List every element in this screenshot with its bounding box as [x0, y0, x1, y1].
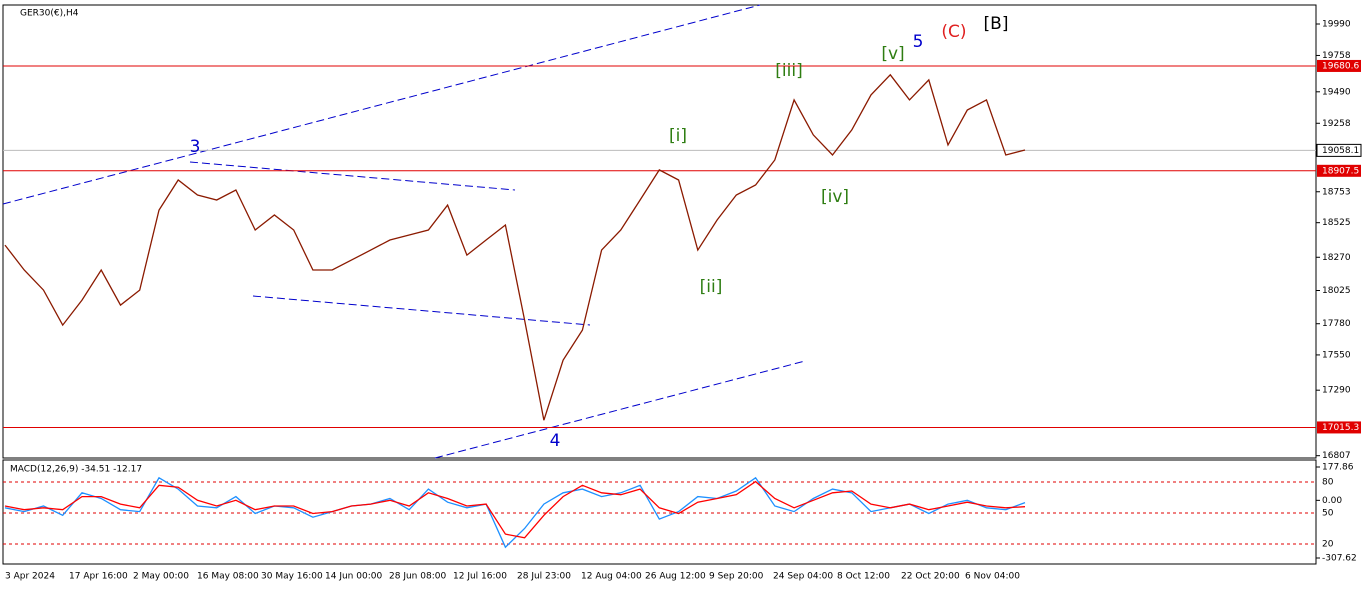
- x-tick-label: 22 Oct 20:00: [901, 572, 960, 582]
- y-tick-label: 16807: [1322, 451, 1351, 461]
- wave-label: [B]: [984, 14, 1009, 34]
- x-tick-label: 24 Sep 04:00: [773, 572, 833, 582]
- price-line: [4, 73, 1026, 421]
- x-tick-label: 26 Aug 12:00: [645, 572, 706, 582]
- wave-label: 4: [550, 431, 561, 451]
- x-tick-label: 28 Jul 23:00: [517, 572, 571, 582]
- macd-level-label: 50: [1322, 509, 1334, 519]
- main-frame: [2, 4, 1317, 459]
- y-tick-label: 18270: [1322, 253, 1351, 263]
- y-tick-label: 18753: [1322, 187, 1351, 197]
- wave-label: 3: [190, 137, 201, 157]
- x-tick-label: 12 Aug 04:00: [581, 572, 642, 582]
- macd-level-label: 80: [1322, 478, 1334, 488]
- wave-label: (C): [941, 22, 966, 42]
- y-tick-label: 17550: [1322, 350, 1351, 360]
- y-tick-label: 19258: [1322, 119, 1351, 129]
- x-tick-label: 17 Apr 16:00: [69, 572, 128, 582]
- x-tick-label: 14 Jun 00:00: [325, 572, 382, 582]
- wave-label: [iii]: [775, 61, 802, 81]
- level-tag: [1317, 164, 1361, 177]
- wave-label: [iv]: [821, 187, 849, 207]
- x-tick-label: 2 May 00:00: [133, 572, 189, 582]
- wave-label: [v]: [881, 44, 904, 64]
- price-line: [4, 480, 1026, 539]
- macd-frame: [2, 459, 1317, 565]
- trend-lines: [2, 4, 806, 459]
- y-tick-label: 19490: [1322, 87, 1351, 97]
- macd-tick-label: 0.00: [1322, 496, 1342, 506]
- macd-level-label: 20: [1322, 540, 1334, 550]
- x-tick-label: 16 May 08:00: [197, 572, 259, 582]
- current-price-label: 19058.1: [1322, 146, 1359, 156]
- y-tick-label: 17290: [1322, 386, 1351, 396]
- macd-label: MACD(12,26,9) -34.51 -12.17: [10, 465, 142, 475]
- x-tick-label: 8 Oct 12:00: [837, 572, 890, 582]
- y-tick-label: 19758: [1322, 51, 1351, 61]
- level-label: 17015.3: [1322, 423, 1359, 433]
- wave-label: [i]: [669, 126, 687, 146]
- chart-title: GER30(€),H4: [20, 9, 79, 19]
- x-tick-label: 3 Apr 2024: [5, 572, 55, 582]
- level-tag: [1317, 421, 1361, 434]
- x-tick-label: 30 May 16:00: [261, 572, 323, 582]
- level-label: 18907.5: [1322, 166, 1359, 176]
- y-tick-label: 19990: [1322, 19, 1351, 29]
- wave-label: 5: [913, 32, 924, 52]
- current-price-tag: [1316, 143, 1362, 157]
- y-tick-label: 18025: [1322, 286, 1351, 296]
- x-tick-label: 9 Sep 20:00: [709, 572, 764, 582]
- x-tick-label: 12 Jul 16:00: [453, 572, 507, 582]
- y-tick-label: 17780: [1322, 319, 1351, 329]
- wave-label: [ii]: [700, 277, 723, 297]
- x-tick-label: 28 Jun 08:00: [389, 572, 446, 582]
- level-label: 19680.6: [1322, 61, 1359, 71]
- y-tick-label: 18525: [1322, 218, 1351, 228]
- macd-tick-label: -307.62: [1322, 554, 1357, 564]
- level-tag: [1317, 59, 1361, 72]
- macd-tick-label: 177.86: [1322, 463, 1354, 473]
- x-tick-label: 6 Nov 04:00: [965, 572, 1020, 582]
